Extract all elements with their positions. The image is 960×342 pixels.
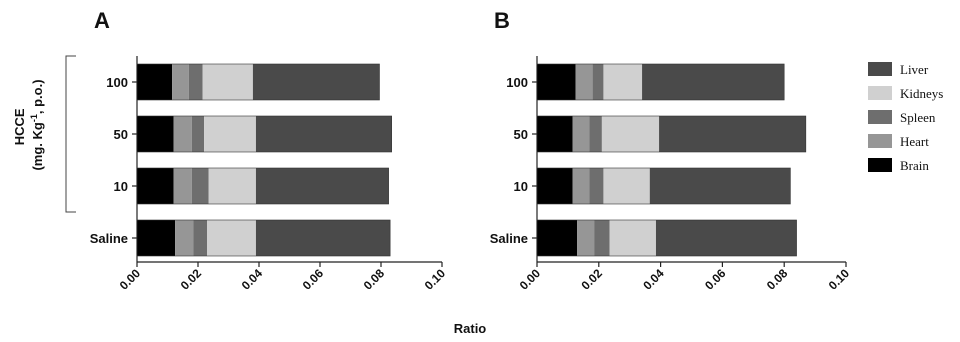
bar-segment-spleen (589, 116, 602, 152)
bar-segment-brain (137, 168, 174, 204)
bar-outline (536, 167, 791, 205)
x-tick-label: 0.10 (422, 266, 449, 293)
bar-segment-liver (655, 220, 797, 256)
bar-segment-liver (255, 220, 391, 256)
bar-segment-kidneys (603, 64, 643, 100)
bar-segment-kidneys (208, 168, 256, 204)
bar-outline (136, 167, 389, 205)
x-axis-label: Ratio (454, 321, 487, 336)
group-label-line2-sup: -1 (29, 114, 39, 122)
legend-swatch-brain (868, 158, 892, 172)
category-label: 100 (106, 75, 128, 90)
bar-segment-kidneys (202, 64, 253, 100)
bar-segment-liver (642, 64, 785, 100)
legend-swatch-kidneys (868, 86, 892, 100)
bar-outline (136, 219, 391, 257)
category-label: 10 (514, 179, 528, 194)
x-tick-label: 0.04 (239, 266, 266, 293)
bar-segment-spleen (193, 220, 208, 256)
bar-segment-kidneys (601, 116, 660, 152)
legend: Liver Kidneys Spleen Heart Brain (868, 62, 943, 173)
bar-segment-heart (173, 116, 192, 152)
bar-outline (536, 63, 785, 101)
legend-swatch-spleen (868, 110, 892, 124)
group-label: HCCE (mg. Kg-1, p.o.) (12, 79, 45, 170)
bar-outline (136, 63, 380, 101)
bar-segment-kidneys (603, 168, 650, 204)
bar-segment-heart (175, 220, 194, 256)
bar-segment-liver (252, 64, 380, 100)
x-tick-label: 0.06 (300, 266, 327, 293)
x-tick-label: 0.08 (764, 266, 791, 293)
legend-label-liver: Liver (900, 62, 929, 77)
category-label: 50 (514, 127, 528, 142)
bar-segment-liver (255, 116, 392, 152)
x-tick-label: 0.10 (826, 266, 853, 293)
bar-outline (536, 115, 807, 153)
category-label: 50 (114, 127, 128, 142)
legend-swatch-liver (868, 62, 892, 76)
panel-a: A 0.00 0.02 0.04 0.06 0.08 0.10 100 50 10 Saline (90, 8, 449, 293)
bar-segment-brain (137, 220, 176, 256)
category-label: Saline (490, 231, 528, 246)
bar-segment-spleen (594, 220, 610, 256)
bar-outline (536, 219, 797, 257)
legend-swatch-heart (868, 134, 892, 148)
bar-segment-liver (255, 168, 389, 204)
bar-segment-spleen (191, 116, 205, 152)
panel-b: B 0.00 0.02 0.04 0.06 0.08 0.10 100 50 10 Saline (490, 8, 853, 293)
x-tick-label: 0.02 (579, 266, 606, 293)
bar-segment-spleen (191, 168, 209, 204)
bar-segment-kidneys (207, 220, 256, 256)
group-label-line1: HCCE (12, 108, 27, 145)
panel-label: A (94, 8, 110, 33)
group-bracket (65, 55, 76, 213)
x-tick-label: 0.00 (517, 266, 544, 293)
category-label: 100 (506, 75, 528, 90)
bar-segment-spleen (188, 64, 203, 100)
bar-segment-brain (537, 168, 573, 204)
bar-segment-heart (572, 116, 590, 152)
bar-segment-spleen (592, 64, 604, 100)
bar-segment-heart (575, 64, 593, 100)
bar-segment-brain (537, 64, 576, 100)
bar-segment-liver (649, 168, 791, 204)
group-label-line2: (mg. Kg-1, p.o.) (29, 79, 45, 170)
bar-segment-heart (173, 168, 192, 204)
x-tick-label: 0.04 (640, 266, 667, 293)
bar-outline (136, 115, 392, 153)
category-label: Saline (90, 231, 128, 246)
bar-segment-liver (659, 116, 806, 152)
legend-label-spleen: Spleen (900, 110, 936, 125)
x-tick-label: 0.02 (178, 266, 205, 293)
panel-label: B (494, 8, 510, 33)
group-label-line2-suffix: , p.o.) (30, 79, 45, 114)
bar-segment-brain (537, 220, 578, 256)
bar-segment-brain (537, 116, 573, 152)
bar-segment-heart (577, 220, 595, 256)
legend-label-heart: Heart (900, 134, 929, 149)
x-tick-label: 0.06 (702, 266, 729, 293)
group-label-line2-prefix: (mg. Kg (30, 122, 45, 170)
category-label: 10 (114, 179, 128, 194)
legend-label-kidneys: Kidneys (900, 86, 943, 101)
bar-segment-heart (572, 168, 590, 204)
legend-label-brain: Brain (900, 158, 929, 173)
x-tick-label: 0.08 (361, 266, 388, 293)
bar-segment-brain (137, 64, 173, 100)
bar-segment-spleen (589, 168, 604, 204)
bar-segment-heart (172, 64, 189, 100)
bar-segment-kidneys (609, 220, 656, 256)
bar-segment-brain (137, 116, 174, 152)
x-tick-label: 0.00 (117, 266, 144, 293)
bar-segment-kidneys (204, 116, 256, 152)
